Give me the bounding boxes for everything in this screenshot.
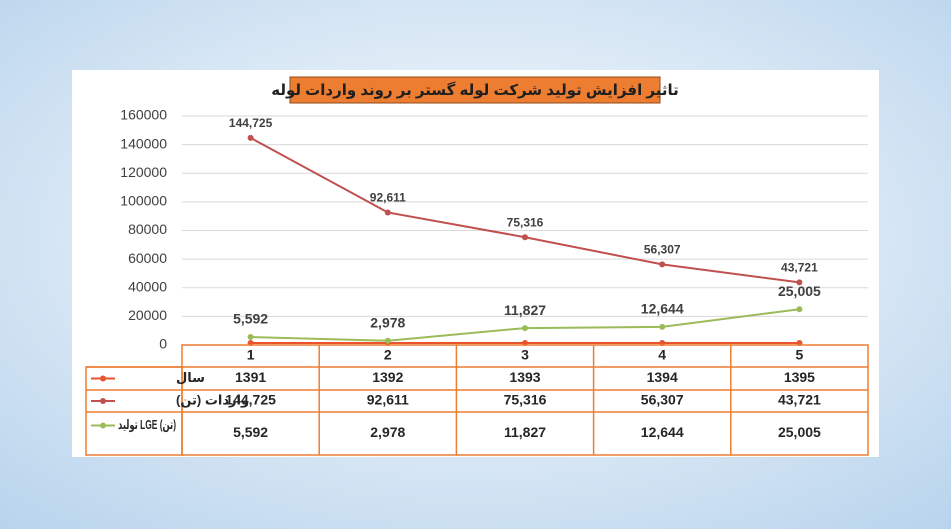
table-value: 25,005 xyxy=(778,424,821,440)
y-tick-label: 120000 xyxy=(120,164,167,180)
data-point xyxy=(796,279,803,286)
category-label: 4 xyxy=(658,347,666,363)
table-value: 11,827 xyxy=(504,424,546,440)
data-label: 144,725 xyxy=(229,116,273,130)
table-value: 43,721 xyxy=(778,392,821,408)
table-value: 92,611 xyxy=(367,392,409,408)
table-value: 75,316 xyxy=(504,392,547,408)
data-label: 92,611 xyxy=(370,191,406,205)
table-value: 1395 xyxy=(784,369,815,385)
data-point xyxy=(247,333,254,340)
y-tick-label: 140000 xyxy=(120,135,167,151)
chart-title: تاثیر افزایش تولید شرکت لوله گستر بر رون… xyxy=(271,81,678,99)
title-box xyxy=(289,76,661,104)
category-label: 1 xyxy=(247,347,255,363)
data-label: 5,592 xyxy=(233,311,268,327)
legend-key-marker xyxy=(100,375,106,382)
category-label: 5 xyxy=(796,347,804,363)
y-tick-label: 160000 xyxy=(120,107,167,123)
y-tick-label: 40000 xyxy=(128,278,167,294)
data-point xyxy=(384,337,391,344)
table-value: 2,978 xyxy=(370,424,405,440)
table-value: 1391 xyxy=(235,369,266,385)
y-tick-label: 0 xyxy=(159,336,167,352)
table-value: 1393 xyxy=(509,369,540,385)
legend-key-marker xyxy=(100,398,106,404)
data-point xyxy=(796,306,803,313)
data-point xyxy=(522,325,528,332)
data-label: 56,307 xyxy=(644,243,681,257)
y-tick-label: 20000 xyxy=(128,307,167,323)
table-value: 144,725 xyxy=(225,392,276,408)
y-tick-label: 80000 xyxy=(128,221,167,237)
table-value: 56,307 xyxy=(641,392,684,408)
legend-key-marker xyxy=(100,422,106,429)
data-label: 11,827 xyxy=(504,302,546,318)
chart-panel xyxy=(72,70,879,457)
data-label: 2,978 xyxy=(370,314,405,330)
table-value: 1394 xyxy=(647,369,678,385)
legend-label: سال xyxy=(176,370,205,385)
table-frame xyxy=(181,344,869,456)
data-label: 25,005 xyxy=(778,283,821,299)
data-label: 12,644 xyxy=(641,301,684,317)
data-label: 75,316 xyxy=(507,215,544,229)
legend-label: تولید LGE (تن) xyxy=(118,417,176,432)
data-point xyxy=(522,234,528,241)
category-label: 2 xyxy=(384,347,392,363)
legend-label: واردات (تن) xyxy=(176,392,249,407)
y-tick-label: 60000 xyxy=(128,250,167,266)
data-point xyxy=(384,209,391,216)
data-point xyxy=(247,134,254,141)
y-tick-label: 100000 xyxy=(120,193,167,209)
table-value: 12,644 xyxy=(641,424,684,440)
category-label: 3 xyxy=(521,347,529,363)
data-point xyxy=(659,323,666,330)
table-value: 5,592 xyxy=(233,424,268,440)
table-value: 1392 xyxy=(372,369,403,385)
data-label: 43,721 xyxy=(781,261,818,275)
data-point xyxy=(659,261,666,268)
